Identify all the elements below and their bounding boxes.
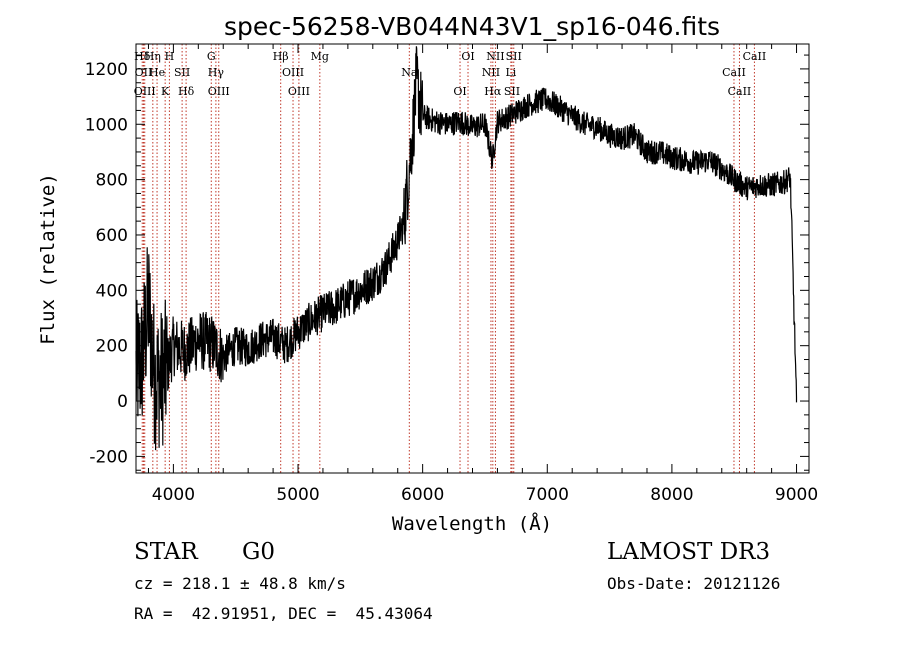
spectral-line-label: H <box>165 50 175 63</box>
y-tick-label: 600 <box>96 226 128 246</box>
y-tick-label: 1000 <box>85 115 128 135</box>
spectral-line-label: Hδ <box>134 50 151 63</box>
spectral-line-label: NII <box>486 50 504 63</box>
y-axis-ticks: -200 0 200 400 600 800 1000 1200 <box>85 54 809 471</box>
spectral-line-label: SII <box>506 50 522 63</box>
object-class: STAR <box>134 539 198 565</box>
observation-date: Obs-Date: 20121126 <box>607 574 781 593</box>
spectral-line-label: Hδ <box>178 85 195 98</box>
spectral-line-label: Hβ <box>273 50 289 63</box>
spectral-line-label: SII <box>174 66 190 79</box>
spectral-line-label: SII <box>504 85 520 98</box>
x-tick-label: 8000 <box>650 485 693 505</box>
spectral-line-label: He <box>149 66 165 79</box>
y-tick-label: 1200 <box>85 60 128 80</box>
x-tick-label: 7000 <box>526 485 569 505</box>
y-tick-label: -200 <box>89 447 128 467</box>
spectrum-line <box>135 46 798 451</box>
spectral-line-label: CaII <box>722 66 746 79</box>
spectral-line-label: Hη <box>145 50 161 63</box>
spectral-line-label: OIII <box>208 85 230 98</box>
x-axis-ticks: 4000 5000 6000 7000 8000 9000 <box>147 44 818 505</box>
spectral-line-label: G <box>207 50 216 63</box>
plot-frame <box>135 43 810 474</box>
x-tick-label: 6000 <box>401 485 444 505</box>
spectral-line-label: CaII <box>728 85 752 98</box>
spectral-line-label: Li <box>505 66 516 79</box>
spectral-line-label: OIII <box>134 85 156 98</box>
spectral-line-label: Hγ <box>208 66 225 79</box>
spectral-line-label: CaII <box>743 50 767 63</box>
spectral-line-label: Na <box>401 66 418 79</box>
x-axis-label: Wavelength (Å) <box>392 512 552 535</box>
y-tick-label: 200 <box>96 337 128 357</box>
survey-name: LAMOST DR3 <box>607 539 771 565</box>
y-tick-label: 400 <box>96 281 128 301</box>
x-tick-label: 4000 <box>152 485 195 505</box>
chart-title: spec-56258-VB044N43V1_sp16-046.fits <box>224 12 720 41</box>
x-tick-label: 9000 <box>775 485 818 505</box>
spectral-line-label: NII <box>482 66 500 79</box>
y-tick-label: 800 <box>96 171 128 191</box>
spectral-line-label: OIII <box>282 66 304 79</box>
spectral-line-label: OI <box>461 50 474 63</box>
object-subclass: G0 <box>242 539 276 565</box>
spectral-line-label: Hα <box>484 85 502 98</box>
spectral-line-label: K <box>161 85 170 98</box>
spectral-line-label: OI <box>453 85 466 98</box>
redshift-value: cz = 218.1 ± 48.8 km/s <box>134 574 346 593</box>
x-tick-label: 5000 <box>276 485 319 505</box>
y-axis-label: Flux (relative) <box>37 173 59 345</box>
y-tick-label: 0 <box>117 392 128 412</box>
spectral-line-label: Mg <box>311 50 329 63</box>
spectral-line-markers <box>141 44 755 473</box>
spectral-line-labels: HδOIIOIIIHηHeKHSIIHδGHγOIIIHβOIIIOIIIMgN… <box>134 50 767 98</box>
spectral-line-label: OIII <box>288 85 310 98</box>
coordinates: RA = 42.91951, DEC = 45.43064 <box>134 604 433 623</box>
